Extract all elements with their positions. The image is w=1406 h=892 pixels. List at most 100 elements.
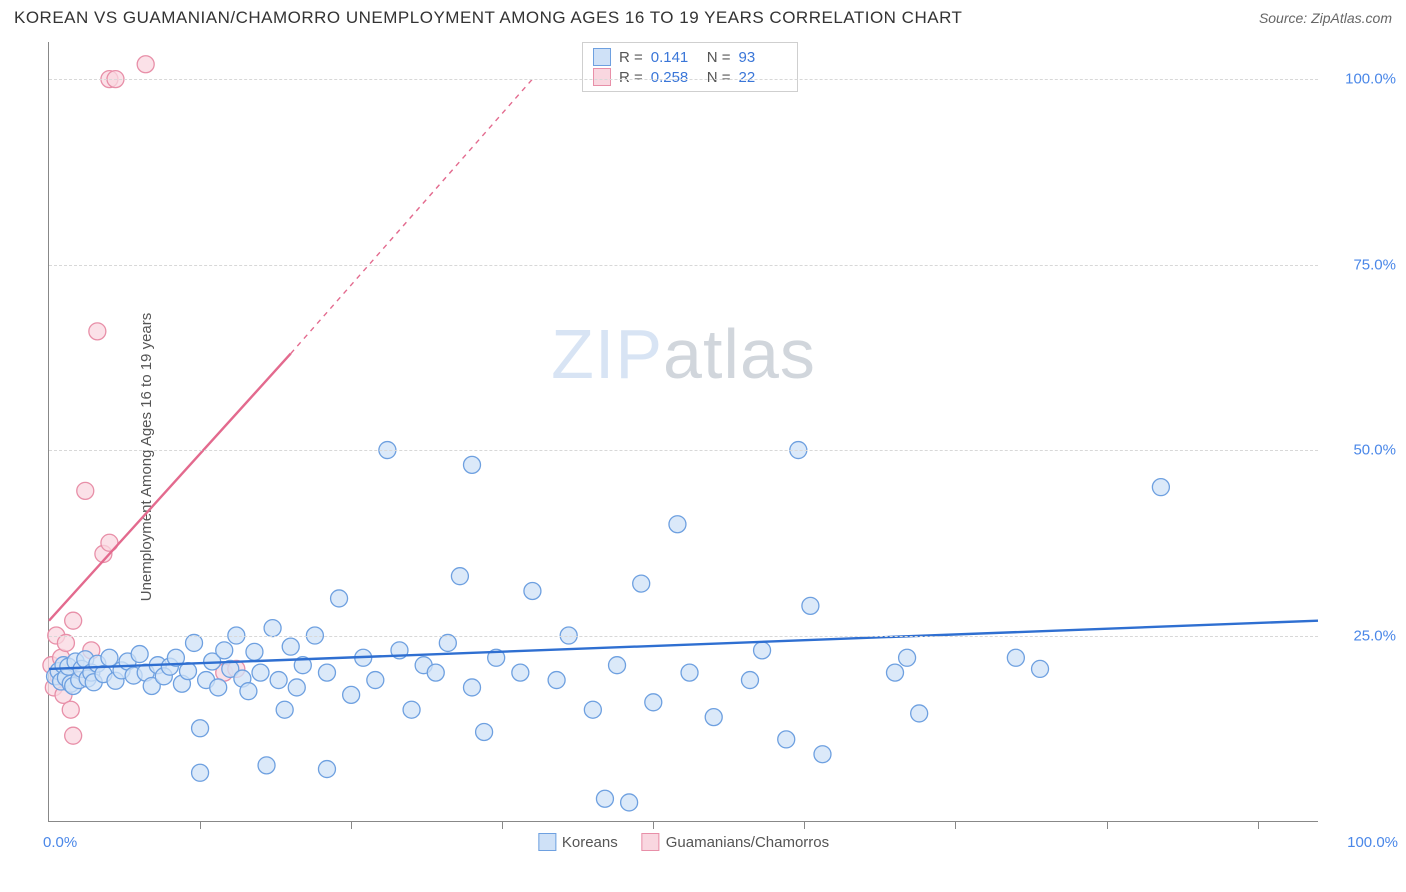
- data-point: [741, 672, 758, 689]
- data-point: [192, 720, 209, 737]
- data-point: [427, 664, 444, 681]
- data-point: [1007, 649, 1024, 666]
- y-tick-label: 100.0%: [1345, 71, 1396, 88]
- gridline-h: [49, 265, 1318, 266]
- r-label: R =: [619, 69, 643, 86]
- data-point: [246, 643, 263, 660]
- data-point: [62, 701, 79, 718]
- data-point: [439, 634, 456, 651]
- plot-area: ZIPatlas R = 0.141 N = 93 R = 0.258 N = …: [48, 42, 1318, 822]
- legend-stats-row-guamanians: R = 0.258 N = 22: [593, 67, 787, 87]
- data-point: [911, 705, 928, 722]
- source-name: ZipAtlas.com: [1311, 10, 1392, 26]
- data-point: [179, 663, 196, 680]
- x-axis-max-label: 100.0%: [1347, 834, 1398, 851]
- data-point: [186, 634, 203, 651]
- data-point: [584, 701, 601, 718]
- data-point: [681, 664, 698, 681]
- n-value-guamanians: 22: [739, 69, 787, 86]
- data-point: [137, 56, 154, 73]
- data-point: [331, 590, 348, 607]
- data-point: [65, 612, 82, 629]
- header: KOREAN VS GUAMANIAN/CHAMORRO UNEMPLOYMEN…: [0, 0, 1406, 32]
- data-point: [403, 701, 420, 718]
- data-point: [621, 794, 638, 811]
- data-point: [216, 642, 233, 659]
- x-tick: [502, 821, 503, 829]
- data-point: [258, 757, 275, 774]
- n-label: N =: [707, 49, 731, 66]
- data-point: [645, 694, 662, 711]
- data-point: [802, 597, 819, 614]
- swatch-guamanians-icon: [593, 68, 611, 86]
- x-tick: [1258, 821, 1259, 829]
- data-point: [77, 482, 94, 499]
- data-point: [814, 746, 831, 763]
- r-value-koreans: 0.141: [651, 49, 699, 66]
- data-point: [57, 634, 74, 651]
- data-point: [633, 575, 650, 592]
- legend-stats-box: R = 0.141 N = 93 R = 0.258 N = 22: [582, 42, 798, 92]
- y-tick-label: 50.0%: [1353, 442, 1396, 459]
- plot-svg: [49, 42, 1318, 821]
- data-point: [282, 638, 299, 655]
- gridline-h: [49, 636, 1318, 637]
- data-point: [778, 731, 795, 748]
- data-point: [264, 620, 281, 637]
- data-point: [131, 646, 148, 663]
- legend-stats-row-koreans: R = 0.141 N = 93: [593, 47, 787, 67]
- r-value-guamanians: 0.258: [651, 69, 699, 86]
- source-attribution: Source: ZipAtlas.com: [1259, 10, 1392, 26]
- chart-container: Unemployment Among Ages 16 to 19 years Z…: [0, 32, 1406, 882]
- data-point: [754, 642, 771, 659]
- data-point: [192, 764, 209, 781]
- x-tick: [1107, 821, 1108, 829]
- source-prefix: Source:: [1259, 10, 1311, 26]
- data-point: [451, 568, 468, 585]
- swatch-koreans-icon: [538, 833, 556, 851]
- y-tick-label: 25.0%: [1353, 627, 1396, 644]
- r-label: R =: [619, 49, 643, 66]
- data-point: [899, 649, 916, 666]
- n-label: N =: [707, 69, 731, 86]
- legend-bottom: Koreans Guamanians/Chamorros: [538, 833, 829, 851]
- legend-label-guamanians: Guamanians/Chamorros: [666, 834, 829, 851]
- y-tick-label: 75.0%: [1353, 256, 1396, 273]
- data-point: [464, 456, 481, 473]
- data-point: [270, 672, 287, 689]
- data-point: [512, 664, 529, 681]
- x-tick: [955, 821, 956, 829]
- data-point: [210, 679, 227, 696]
- swatch-koreans-icon: [593, 48, 611, 66]
- swatch-guamanians-icon: [642, 833, 660, 851]
- data-point: [548, 672, 565, 689]
- n-value-koreans: 93: [739, 49, 787, 66]
- data-point: [476, 723, 493, 740]
- gridline-h: [49, 450, 1318, 451]
- data-point: [89, 323, 106, 340]
- data-point: [343, 686, 360, 703]
- data-point: [524, 583, 541, 600]
- data-point: [65, 727, 82, 744]
- data-point: [464, 679, 481, 696]
- x-tick: [653, 821, 654, 829]
- data-point: [669, 516, 686, 533]
- data-point: [1152, 479, 1169, 496]
- data-point: [252, 664, 269, 681]
- data-point: [318, 664, 335, 681]
- x-axis-min-label: 0.0%: [43, 834, 77, 851]
- data-point: [609, 657, 626, 674]
- data-point: [288, 679, 305, 696]
- chart-title: KOREAN VS GUAMANIAN/CHAMORRO UNEMPLOYMEN…: [14, 8, 962, 28]
- data-point: [240, 683, 257, 700]
- legend-label-koreans: Koreans: [562, 834, 618, 851]
- data-point: [887, 664, 904, 681]
- legend-item-koreans: Koreans: [538, 833, 618, 851]
- gridline-h: [49, 79, 1318, 80]
- data-point: [318, 761, 335, 778]
- data-point: [705, 709, 722, 726]
- data-point: [1032, 660, 1049, 677]
- x-tick: [804, 821, 805, 829]
- x-tick: [200, 821, 201, 829]
- legend-item-guamanians: Guamanians/Chamorros: [642, 833, 829, 851]
